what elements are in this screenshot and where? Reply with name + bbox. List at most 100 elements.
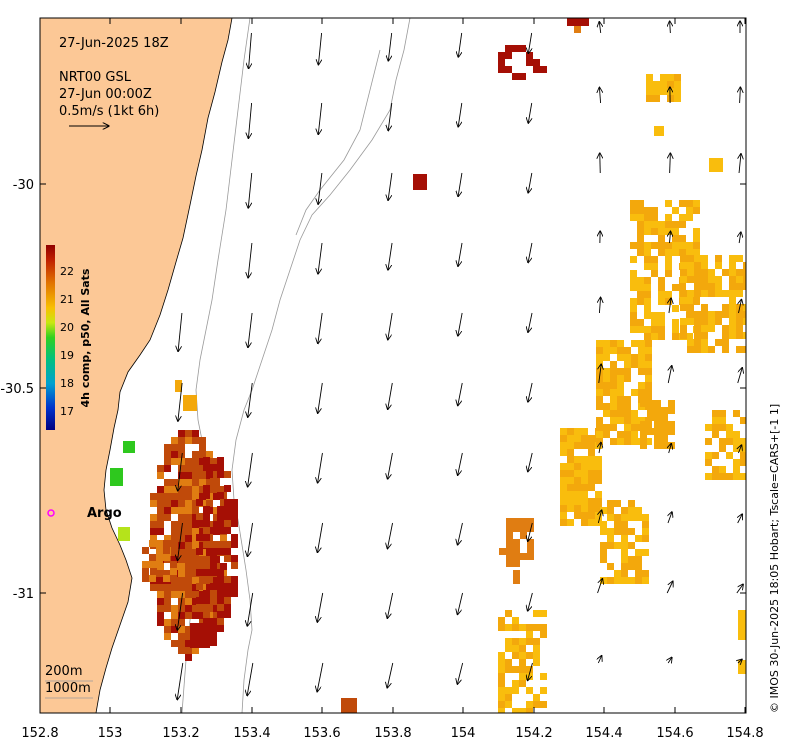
sst-pixel bbox=[705, 424, 712, 431]
sst-pixel bbox=[118, 527, 130, 541]
sst-pixel bbox=[628, 556, 635, 563]
sst-pixel bbox=[596, 354, 603, 361]
credit-text: © IMOS 30-Jun-2025 18:05 Hobart; Tscale=… bbox=[768, 404, 781, 713]
sst-pixel bbox=[679, 235, 686, 242]
sst-pixel bbox=[220, 535, 227, 542]
sst-pixel bbox=[192, 542, 199, 549]
sst-pixel bbox=[693, 242, 700, 249]
sst-pixel bbox=[658, 284, 665, 291]
map-date: 27-Jun-2025 18Z bbox=[59, 36, 169, 51]
sst-pixel bbox=[701, 276, 708, 283]
sst-pixel bbox=[600, 549, 607, 556]
sst-pixel bbox=[665, 291, 672, 298]
sst-pixel bbox=[651, 228, 658, 235]
sst-pixel bbox=[150, 514, 157, 521]
sst-pixel bbox=[588, 449, 595, 456]
sst-pixel bbox=[679, 249, 686, 256]
sst-pixel bbox=[628, 528, 635, 535]
sst-pixel bbox=[196, 597, 203, 604]
sst-pixel bbox=[519, 659, 526, 666]
sst-pixel bbox=[708, 311, 715, 318]
sst-pixel bbox=[736, 290, 743, 297]
sst-pixel bbox=[199, 528, 206, 535]
sst-pixel bbox=[614, 514, 621, 521]
sst-pixel bbox=[621, 514, 628, 521]
sst-pixel bbox=[726, 438, 733, 445]
sst-pixel bbox=[654, 414, 661, 421]
sst-pixel bbox=[644, 326, 651, 333]
sst-pixel bbox=[679, 214, 686, 221]
axis-tick-marks bbox=[39, 18, 746, 713]
sst-pixel bbox=[178, 451, 185, 458]
current-vector-arrow bbox=[318, 382, 323, 413]
sst-pixel bbox=[196, 548, 203, 555]
sst-pixel bbox=[540, 624, 547, 631]
sst-pixel bbox=[210, 639, 217, 646]
current-vector-arrow bbox=[318, 452, 323, 483]
sst-pixel bbox=[192, 570, 199, 577]
sst-pixel bbox=[171, 486, 178, 493]
sst-pixel bbox=[644, 221, 651, 228]
sst-pixel bbox=[192, 528, 199, 535]
current-vector-arrow bbox=[528, 522, 533, 541]
sst-pixel bbox=[178, 563, 185, 570]
sst-pixel bbox=[513, 539, 520, 546]
sst-pixel bbox=[142, 575, 149, 582]
sst-pixel bbox=[157, 577, 164, 584]
sst-pixel bbox=[231, 576, 238, 583]
y-tick-label: -30 bbox=[13, 178, 34, 193]
sst-pixel bbox=[178, 633, 185, 640]
x-tick-label: 153 bbox=[98, 726, 123, 741]
sst-pixel bbox=[498, 687, 505, 694]
current-vector-arrow bbox=[318, 32, 321, 65]
sst-pixel bbox=[150, 570, 157, 577]
sst-pixel bbox=[540, 701, 547, 708]
sst-pixel bbox=[694, 339, 701, 346]
sst-pixel bbox=[624, 438, 631, 445]
sst-pixel bbox=[206, 549, 213, 556]
sst-pixel bbox=[647, 407, 654, 414]
colorbar-tick: 18 bbox=[60, 377, 74, 390]
sst-pixel bbox=[164, 605, 171, 612]
current-vector-arrow bbox=[528, 312, 533, 332]
sst-pixel bbox=[588, 435, 595, 442]
sst-pixel bbox=[736, 269, 743, 276]
sst-pixel bbox=[679, 200, 686, 207]
sst-pixel bbox=[638, 417, 645, 424]
sst-pixel bbox=[217, 576, 224, 583]
sst-pixel bbox=[660, 88, 667, 95]
sst-pixel bbox=[588, 463, 595, 470]
sst-pixel bbox=[203, 604, 210, 611]
sst-pixel bbox=[701, 262, 708, 269]
current-vector-arrow bbox=[669, 444, 672, 454]
sst-pixel bbox=[607, 514, 614, 521]
sst-pixel bbox=[567, 463, 574, 470]
sst-pixel bbox=[499, 548, 506, 555]
current-vector-arrow bbox=[528, 242, 533, 263]
sst-pixel bbox=[617, 368, 624, 375]
sst-pixel bbox=[603, 424, 610, 431]
sst-pixel bbox=[519, 73, 526, 80]
sst-pixel bbox=[519, 673, 526, 680]
sst-pixel bbox=[630, 284, 637, 291]
sst-pixel bbox=[185, 605, 192, 612]
sst-pixel bbox=[642, 535, 649, 542]
sst-pixel bbox=[640, 442, 647, 449]
sst-pixel bbox=[701, 318, 708, 325]
sst-pixel bbox=[185, 577, 192, 584]
sst-pixel bbox=[637, 277, 644, 284]
sst-pixel bbox=[203, 618, 210, 625]
sst-pixel bbox=[533, 659, 540, 666]
sst-pixel bbox=[647, 400, 654, 407]
sst-pixel bbox=[533, 694, 540, 701]
sst-pixel bbox=[635, 535, 642, 542]
sst-pixel bbox=[210, 548, 217, 555]
sst-pixel bbox=[588, 470, 595, 477]
current-vector-arrow bbox=[528, 452, 533, 472]
current-vector-arrow bbox=[736, 584, 743, 594]
sst-pixel bbox=[624, 375, 631, 382]
sst-pixel bbox=[581, 512, 588, 519]
current-vector-arrow bbox=[178, 452, 183, 491]
sst-pixel bbox=[617, 375, 624, 382]
sst-pixel bbox=[607, 528, 614, 535]
